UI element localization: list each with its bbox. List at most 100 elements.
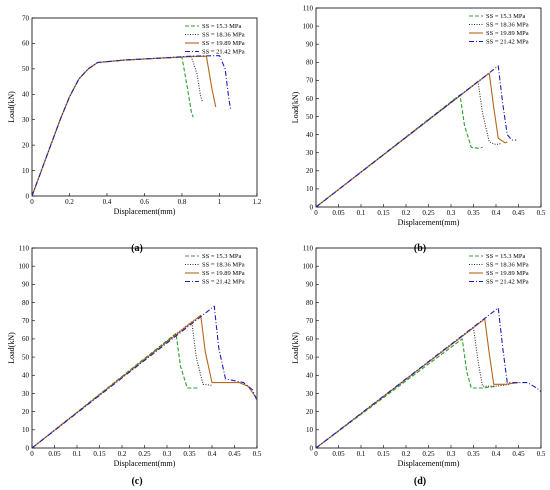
x-tick-label: 0.1 (357, 209, 366, 217)
x-tick-label: 0.2 (118, 450, 127, 458)
legend-entry: SS = 19.89 MPa (202, 40, 245, 47)
y-tick-label: 10 (22, 167, 30, 175)
series-line (31, 314, 258, 449)
series-line (31, 305, 258, 449)
x-tick-label: 0.45 (512, 450, 525, 458)
y-tick-label: 20 (306, 167, 314, 175)
x-axis-label: Displacement(mm) (114, 207, 176, 216)
y-tick-label: 0 (26, 192, 30, 200)
x-tick-label: 0.4 (208, 450, 217, 458)
x-tick-label: 0.35 (183, 450, 196, 458)
y-tick-label: 70 (306, 77, 314, 85)
x-axis-label: Displacement(mm) (114, 459, 176, 468)
y-tick-label: 0 (26, 444, 30, 452)
series-line (31, 332, 199, 449)
series-line (315, 318, 519, 449)
y-tick-label: 10 (22, 426, 30, 434)
x-tick-label: 0.2 (402, 209, 411, 217)
x-tick-label: 0 (314, 450, 318, 458)
y-tick-label: 70 (22, 317, 30, 325)
x-tick-label: 0.05 (332, 209, 345, 217)
y-tick-label: 90 (306, 40, 314, 48)
legend-entry: SS = 15.3 MPa (202, 253, 242, 260)
legend-entry: SS = 21.42 MPa (486, 279, 529, 286)
x-tick-label: 0 (314, 209, 318, 217)
legend-entry: SS = 18.36 MPa (486, 22, 529, 29)
x-tick-label: 0.1 (357, 450, 366, 458)
x-tick-label: 0.05 (48, 450, 61, 458)
x-tick-label: 0.45 (512, 209, 525, 217)
y-tick-label: 90 (22, 281, 30, 289)
series-line (315, 307, 542, 449)
panel-label: (c) (131, 476, 142, 487)
y-tick-label: 50 (306, 353, 314, 361)
x-tick-label: 0.25 (138, 450, 151, 458)
x-tick-label: 0.2 (402, 450, 411, 458)
series-line (315, 65, 517, 208)
y-tick-label: 60 (22, 40, 30, 48)
x-tick-label: 0.5 (253, 450, 262, 458)
y-tick-label: 0 (310, 203, 314, 211)
y-tick-label: 30 (22, 390, 30, 398)
chart-panel: 0 0.05 0.1 0.15 0.2 0.25 0.3 0.35 0.4 0.45 0.5 0 10 2… (291, 244, 546, 487)
y-tick-label: 80 (22, 299, 30, 307)
y-tick-label: 50 (22, 65, 30, 73)
y-axis-label: Load(kN) (7, 91, 16, 123)
x-tick-label: 0.25 (422, 209, 435, 217)
y-axis-label: Load(kN) (291, 91, 300, 123)
chart-panel: 0 0.2 0.4 0.6 0.8 1 1.2 0 10 20 30 40 50 60 70 Displace… (7, 14, 262, 254)
x-tick-label: 0.6 (140, 198, 149, 206)
series-line (31, 321, 213, 449)
x-tick-label: 0.15 (93, 450, 106, 458)
y-axis-label: Load(kN) (291, 332, 300, 364)
y-tick-label: 40 (306, 131, 314, 139)
y-tick-label: 40 (306, 372, 314, 380)
y-tick-label: 20 (22, 141, 30, 149)
series-line (31, 55, 217, 197)
y-tick-label: 10 (306, 426, 314, 434)
x-tick-label: 0.15 (377, 450, 390, 458)
series-line (315, 80, 501, 208)
x-tick-label: 0.05 (332, 450, 345, 458)
x-tick-label: 0.45 (228, 450, 241, 458)
series-line (315, 72, 508, 208)
y-tick-label: 50 (306, 113, 314, 121)
legend-entry: SS = 19.89 MPa (486, 270, 529, 277)
x-tick-label: 0.2 (65, 198, 74, 206)
y-tick-label: 80 (306, 299, 314, 307)
legend-entry: SS = 15.3 MPa (486, 253, 526, 260)
y-tick-label: 110 (303, 244, 314, 252)
y-tick-label: 60 (306, 335, 314, 343)
x-tick-label: 0.15 (377, 209, 390, 217)
legend-entry: SS = 21.42 MPa (202, 279, 245, 286)
x-tick-label: 1 (218, 198, 222, 206)
y-tick-label: 80 (306, 59, 314, 67)
legend-entry: SS = 18.36 MPa (486, 262, 529, 269)
x-tick-label: 1.2 (253, 198, 262, 206)
x-tick-label: 0 (30, 450, 34, 458)
chart-panel: 0 0.05 0.1 0.15 0.2 0.25 0.3 0.35 0.4 0.45 0.5 0 10 2… (291, 4, 546, 254)
x-tick-label: 0.4 (492, 450, 501, 458)
y-tick-label: 0 (310, 444, 314, 452)
y-tick-label: 100 (303, 22, 314, 30)
series-line (31, 56, 194, 197)
legend-entry: SS = 18.36 MPa (202, 32, 245, 39)
x-tick-label: 0.25 (422, 450, 435, 458)
x-tick-label: 0.8 (178, 198, 187, 206)
y-tick-label: 50 (22, 353, 30, 361)
panel-label: (d) (414, 476, 426, 487)
y-tick-label: 20 (22, 408, 30, 416)
x-tick-label: 0 (30, 198, 34, 206)
series-line (315, 94, 483, 208)
x-axis-label: Displacement(mm) (398, 218, 460, 227)
legend-entry: SS = 21.42 MPa (202, 49, 245, 56)
y-tick-label: 30 (306, 149, 314, 157)
legend-entry: SS = 21.42 MPa (486, 39, 529, 46)
series-line (315, 338, 497, 449)
y-tick-label: 100 (303, 262, 314, 270)
x-axis-label: Displacement(mm) (398, 459, 460, 468)
y-tick-label: 100 (19, 262, 30, 270)
y-tick-label: 90 (306, 281, 314, 289)
y-tick-label: 30 (22, 116, 30, 124)
